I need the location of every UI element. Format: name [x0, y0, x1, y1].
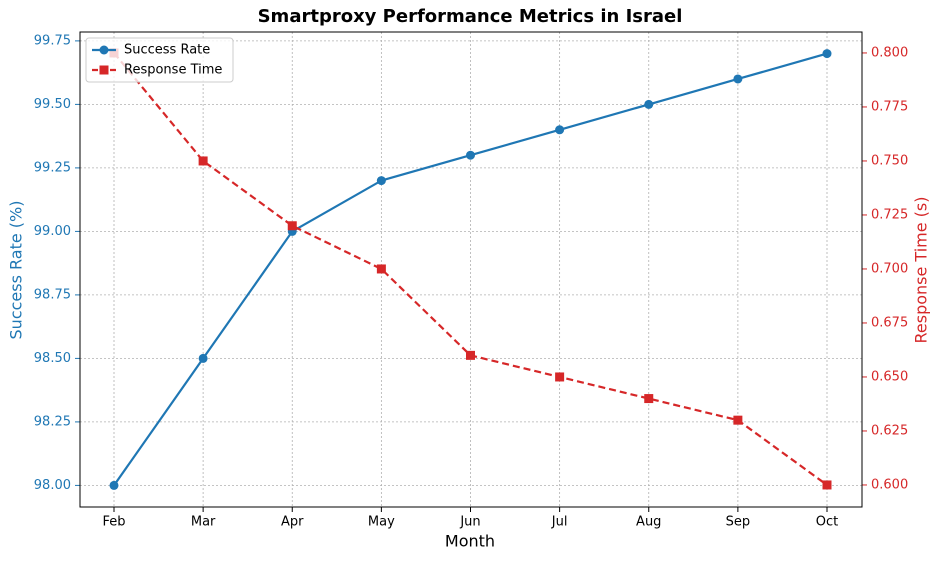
y2-tick-label: 0.625 — [871, 423, 908, 438]
data-point — [644, 394, 654, 404]
data-point — [555, 125, 565, 135]
y-tick-label: 99.25 — [34, 160, 71, 175]
legend-box — [85, 37, 234, 83]
x-tick-label: Jul — [551, 515, 568, 530]
y-tick-label: 98.00 — [34, 478, 71, 493]
x-tick-label: Feb — [102, 515, 125, 530]
plot-frame — [79, 31, 863, 508]
x-tick-label: Aug — [636, 515, 661, 530]
y2-tick-label: 0.700 — [871, 261, 908, 276]
x-tick-label: Apr — [281, 515, 304, 530]
data-point — [198, 353, 208, 363]
x-tick-label: Oct — [816, 515, 838, 530]
data-point — [376, 176, 386, 186]
y2-tick-label: 0.800 — [871, 45, 908, 60]
y-tick-label: 98.50 — [34, 351, 71, 366]
y2-tick-label: 0.750 — [871, 153, 908, 168]
y2-tick-label: 0.650 — [871, 369, 908, 384]
data-point — [376, 264, 386, 274]
x-axis-label: Month — [445, 532, 495, 551]
data-point — [198, 156, 208, 166]
data-point — [287, 221, 297, 231]
data-point — [466, 150, 475, 160]
legend-label: Success Rate — [124, 43, 210, 58]
y-tick-label: 98.75 — [34, 287, 71, 302]
data-point — [555, 372, 565, 382]
data-point — [733, 74, 743, 84]
legend-marker — [99, 65, 109, 75]
y2-tick-label: 0.675 — [871, 315, 908, 330]
x-tick-label: Mar — [191, 515, 216, 530]
y-tick-label: 99.75 — [34, 33, 71, 48]
y-tick-label: 98.25 — [34, 414, 71, 429]
data-point — [733, 415, 743, 425]
y-tick-label: 99.50 — [34, 97, 71, 112]
y2-tick-label: 0.600 — [871, 477, 908, 492]
y-axis-label: Success Rate (%) — [7, 201, 26, 340]
x-tick-label: Sep — [726, 515, 751, 530]
legend-marker — [99, 45, 109, 55]
data-point — [822, 49, 832, 59]
legend-label: Response Time — [124, 63, 222, 78]
y-tick-label: 99.00 — [34, 224, 71, 239]
data-point — [109, 480, 119, 490]
y2-axis-label: Response Time (s) — [912, 197, 931, 344]
y2-tick-label: 0.775 — [871, 99, 908, 114]
data-point — [466, 350, 475, 360]
data-point — [822, 480, 832, 490]
chart-title: Smartproxy Performance Metrics in Israel — [258, 6, 683, 27]
y2-tick-label: 0.725 — [871, 207, 908, 222]
x-tick-label: Jun — [459, 515, 480, 530]
data-point — [644, 99, 654, 109]
x-tick-label: May — [368, 515, 395, 530]
